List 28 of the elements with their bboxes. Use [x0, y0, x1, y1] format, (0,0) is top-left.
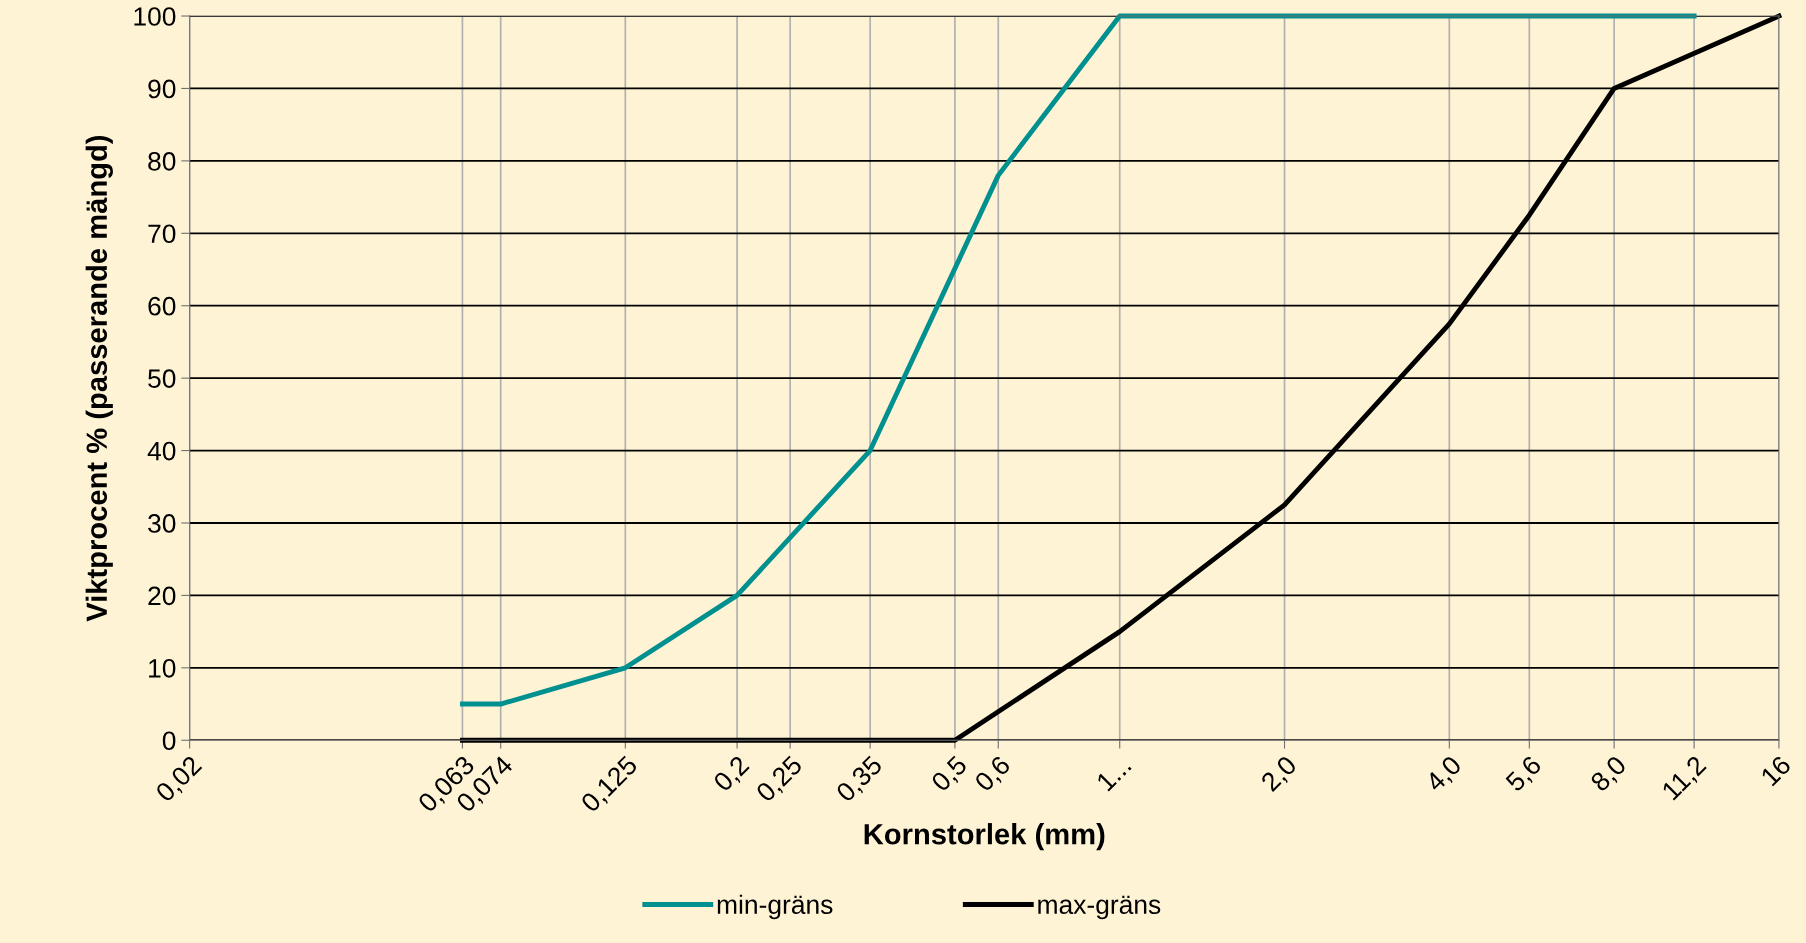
y-tick-label: 0 — [162, 731, 176, 751]
x-tick-label: 0,5 — [930, 754, 971, 795]
x-axis-title: Kornstorlek (mm) — [864, 823, 1105, 851]
x-tick-label: 1... — [1095, 755, 1132, 792]
x-tick-label: 0,6 — [973, 754, 1014, 795]
x-tick-label: 2,0 — [1260, 754, 1300, 795]
x-tick-label: 11,2 — [1661, 754, 1710, 803]
x-tick-label: 16 — [1760, 754, 1792, 787]
x-tick-label: 0,2 — [712, 754, 753, 795]
y-tick-label: 40 — [147, 441, 176, 461]
y-tick-label: 30 — [148, 514, 176, 533]
y-tick-label: 50 — [148, 369, 176, 388]
x-tick-label: 0,25 — [755, 754, 806, 805]
y-tick-label: 10 — [149, 658, 176, 678]
legend-label: max-gräns — [1038, 895, 1161, 920]
y-tick-label: 70 — [148, 224, 176, 244]
x-tick-label: 0,35 — [835, 754, 886, 805]
y-tick-label: 100 — [134, 7, 176, 26]
y-tick-label: 60 — [148, 296, 176, 316]
y-axis-title: Viktprocent % (passerande mängd) — [85, 135, 113, 622]
x-tick-label: 4,0 — [1424, 754, 1465, 795]
x-tick-label: 8,0 — [1589, 754, 1630, 795]
x-tick-label: 5,6 — [1504, 754, 1545, 795]
y-tick-label: 20 — [148, 586, 176, 606]
legend-label: min-gräns — [717, 894, 833, 920]
y-tick-label: 80 — [148, 152, 176, 171]
x-tick-label: 0,02 — [154, 754, 205, 805]
y-tick-label: 90 — [148, 79, 176, 99]
